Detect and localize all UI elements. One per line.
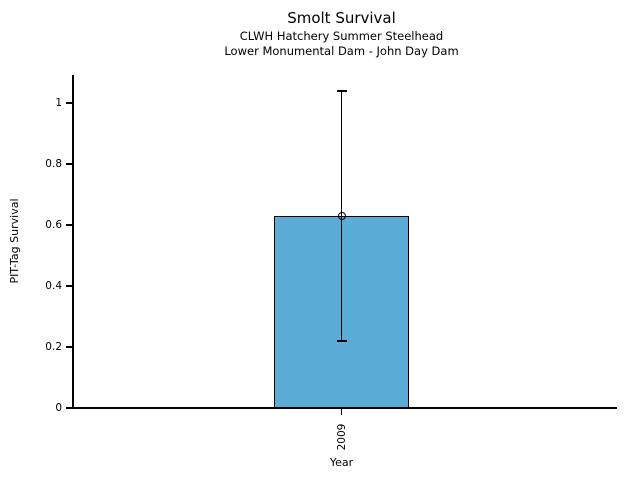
error-bar-cap-bottom [336,340,347,342]
y-tick-mark [66,163,73,165]
y-tick-label: 1 [55,97,62,109]
y-tick-mark [66,285,73,287]
x-tick-label: 2009 [335,423,348,451]
chart-subtitle-line2: Lower Monumental Dam - John Day Dam [224,44,459,58]
y-tick-mark [66,224,73,226]
x-axis-label: Year [329,456,354,469]
x-tick-mark [340,408,343,415]
y-axis-line [72,75,74,409]
chart-subtitle-line1: CLWH Hatchery Summer Steelhead [239,29,444,43]
data-point-marker [337,211,346,220]
error-bar-cap-top [336,90,347,92]
y-tick-label: 0.4 [45,280,62,292]
y-tick-mark [66,346,73,348]
y-tick-mark [66,407,73,409]
y-tick-label: 0.6 [45,219,62,231]
chart-title: Smolt Survival [287,9,396,27]
y-tick-label: 0 [55,402,62,414]
y-tick-label: 0.8 [45,158,62,170]
y-tick-label: 0.2 [45,341,62,353]
y-tick-mark [66,102,73,104]
